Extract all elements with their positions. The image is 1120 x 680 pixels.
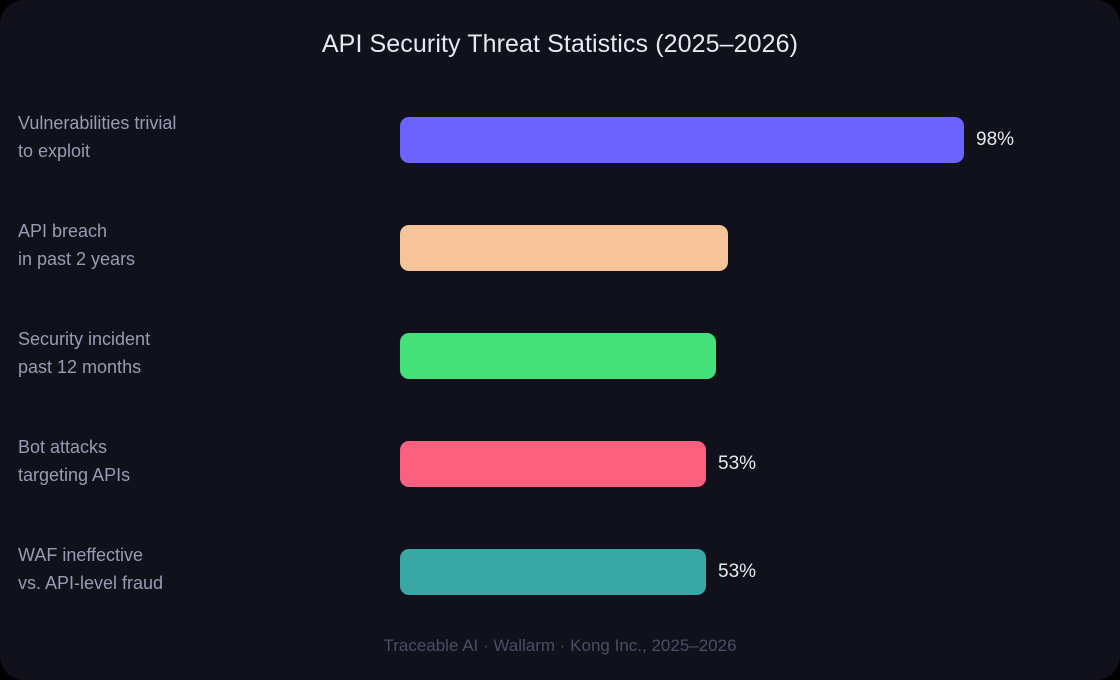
- bar-row: API breach in past 2 years: [0, 213, 1120, 321]
- bar-category-label: WAF ineffective vs. API-level fraud: [18, 545, 164, 593]
- bar-value-label: 53%: [718, 561, 757, 582]
- bar-value-label: 53%: [718, 453, 757, 474]
- bar[interactable]: [400, 441, 706, 487]
- bar-track: 53%: [400, 441, 1100, 487]
- bar-category-label: Vulnerabilities trivial to exploit: [18, 113, 177, 161]
- bar[interactable]: [400, 117, 964, 163]
- bar-row: Security incident past 12 months: [0, 321, 1120, 429]
- bar[interactable]: [400, 549, 706, 595]
- bar-row: Vulnerabilities trivial to exploit 98%: [0, 105, 1120, 213]
- bar[interactable]: [400, 225, 728, 271]
- bar-chart-plot-area: Vulnerabilities trivial to exploit 98% A…: [0, 105, 1120, 645]
- bar-track: 98%: [400, 117, 1100, 163]
- bar-value-label: 98%: [976, 129, 1015, 150]
- bar-category-label: Bot attacks targeting APIs: [18, 437, 131, 485]
- bar-track: [400, 225, 1100, 271]
- bar-track: [400, 333, 1100, 379]
- bar[interactable]: [400, 333, 716, 379]
- bar-category-label: API breach in past 2 years: [18, 221, 136, 269]
- bar-category-label: Security incident past 12 months: [18, 329, 151, 377]
- page-title: API Security Threat Statistics (2025–202…: [321, 30, 799, 58]
- bar-row: WAF ineffective vs. API-level fraud 53%: [0, 537, 1120, 645]
- bar-track: 53%: [400, 549, 1100, 595]
- chart-source-footer: Traceable AI · Wallarm · Kong Inc., 2025…: [383, 636, 737, 655]
- bar-row: Bot attacks targeting APIs 53%: [0, 429, 1120, 537]
